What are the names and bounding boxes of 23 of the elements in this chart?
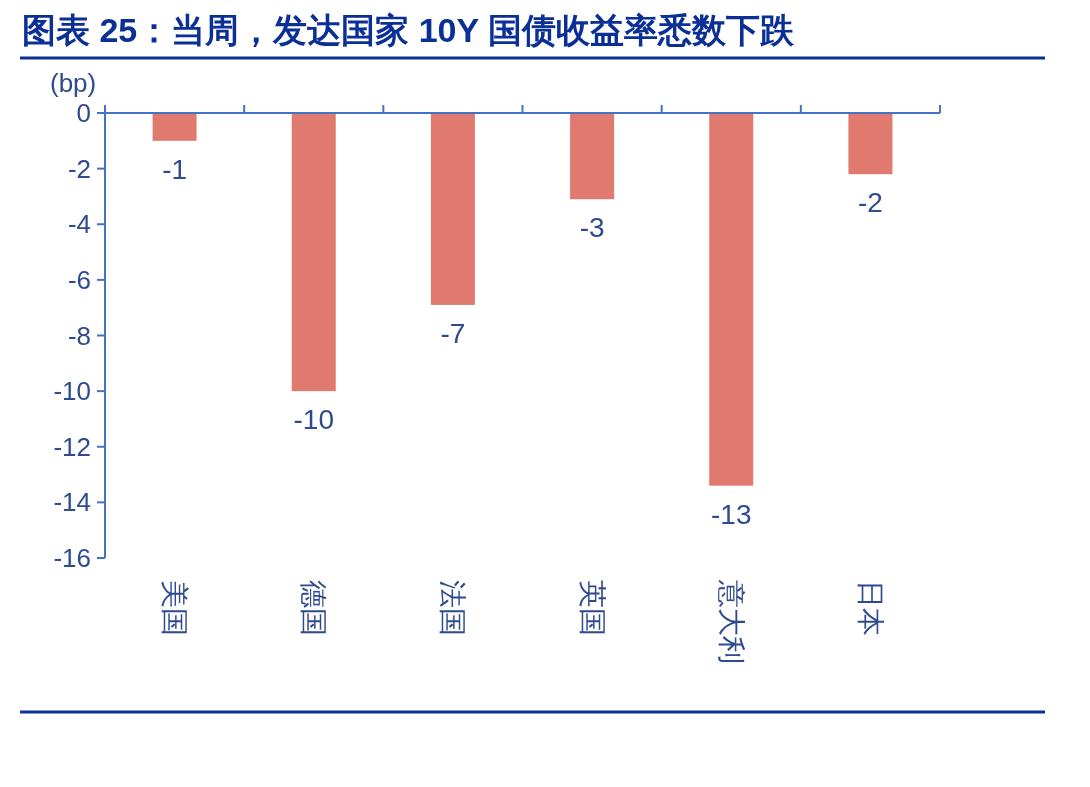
x-tick-label: 英国 (576, 580, 608, 636)
chart-title: 图表 25：当周，发达国家 10Y 国债收益率悉数下跌 (22, 11, 796, 49)
y-tick-label: 0 (76, 98, 91, 128)
y-tick-label: -8 (67, 320, 91, 351)
data-label: -3 (579, 212, 605, 244)
data-label: -10 (293, 404, 334, 436)
data-label: -1 (162, 153, 188, 185)
x-tick-label: 日本 (854, 580, 886, 636)
y-tick-label: -12 (53, 431, 91, 462)
data-label: -13 (711, 498, 752, 530)
y-tick-label: -2 (67, 153, 91, 184)
x-tick-label: 美国 (159, 580, 191, 636)
data-label: -7 (440, 317, 466, 349)
x-tick-label: 法国 (437, 580, 469, 636)
y-tick-label: -6 (67, 264, 91, 295)
data-label: -2 (857, 187, 883, 219)
y-tick-label: -16 (53, 543, 91, 573)
y-axis-title: (bp) (50, 68, 97, 98)
x-tick-label: 意大利 (715, 579, 747, 664)
y-tick-label: -14 (53, 487, 91, 518)
x-tick-label: 德国 (298, 580, 330, 636)
y-tick-label: -10 (53, 376, 91, 407)
y-tick-label: -4 (67, 209, 91, 240)
